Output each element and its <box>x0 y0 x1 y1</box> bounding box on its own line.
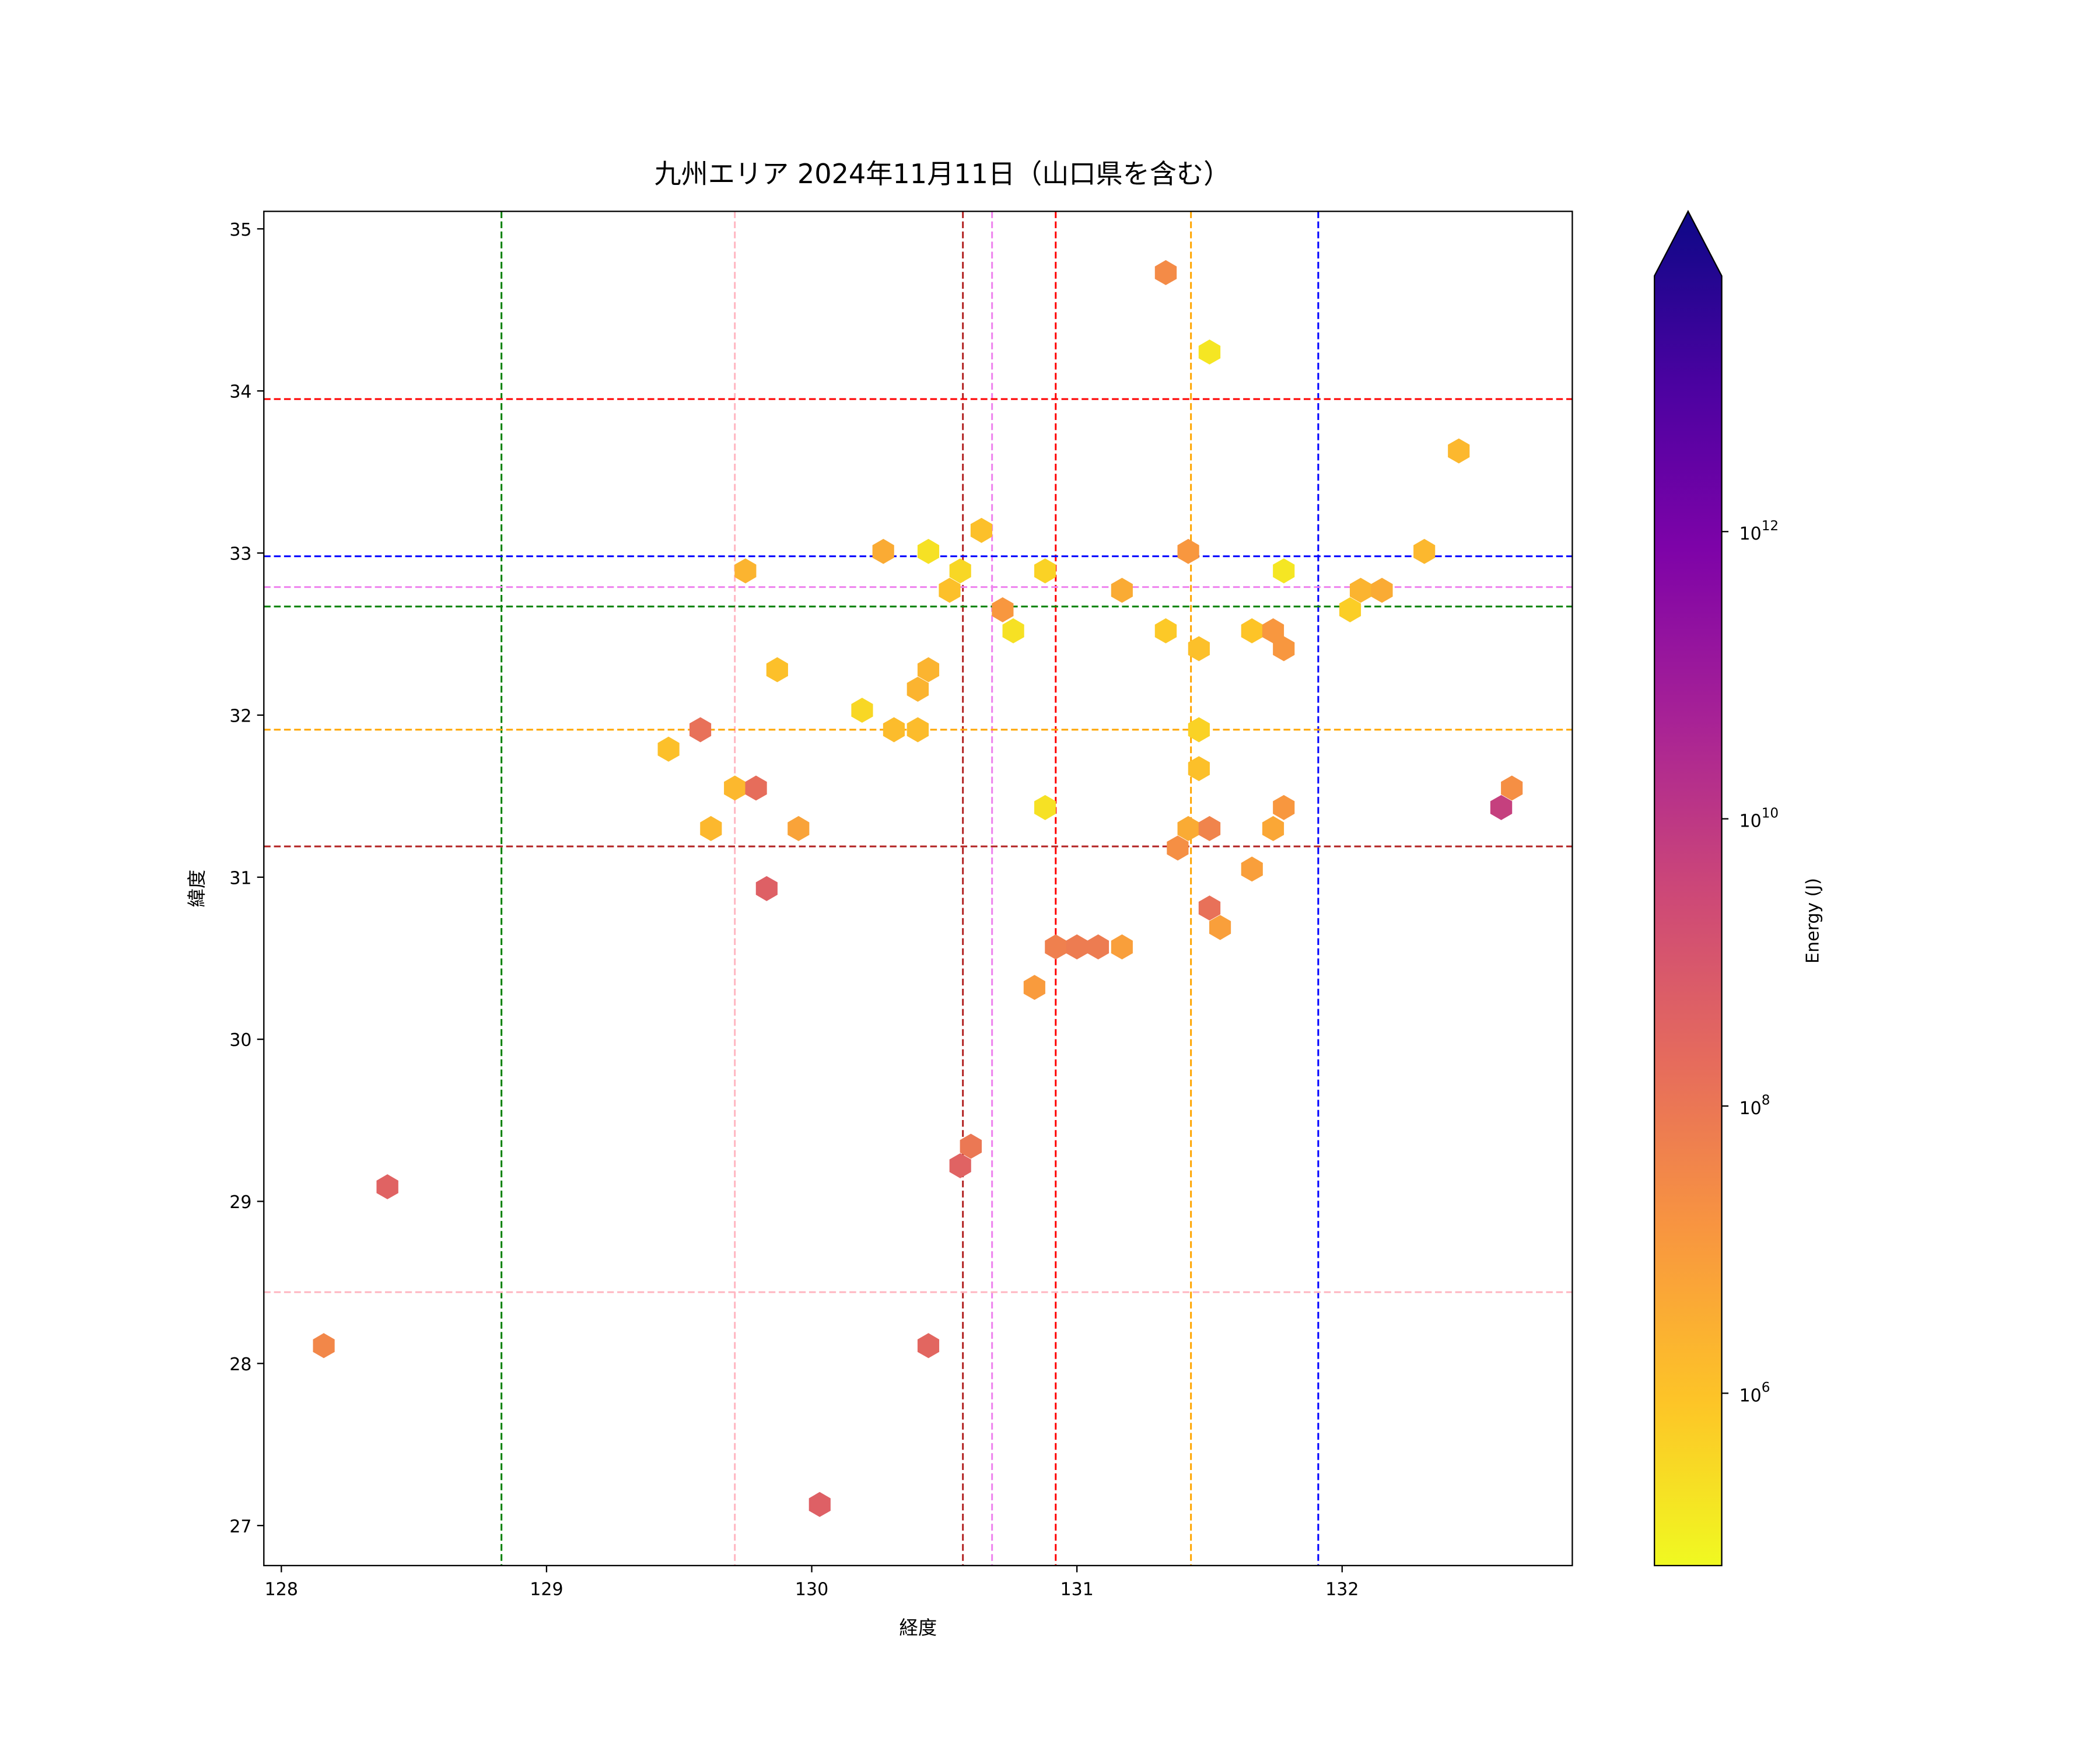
y-tick-label: 27 <box>229 1517 251 1537</box>
chart-title: 九州エリア 2024年11月11日（山口県を含む） <box>654 158 1230 190</box>
x-axis-label: 経度 <box>900 1617 937 1639</box>
hexbin-cell <box>1188 717 1210 743</box>
hexbin-cell <box>724 775 746 801</box>
y-tick-label: 30 <box>229 1030 251 1051</box>
hexbin-cell <box>907 677 929 702</box>
x-tick-label: 130 <box>795 1580 828 1600</box>
hexbin-cell <box>755 876 778 901</box>
hexbin-cell <box>1241 618 1263 643</box>
hexbin-cell <box>1066 934 1088 960</box>
hexbin-cell <box>851 698 873 723</box>
hexbin-cell <box>960 1133 982 1159</box>
hexbin-cell <box>949 1153 971 1178</box>
hexbin-cell <box>1349 578 1372 603</box>
hexbin-cell <box>1198 816 1221 841</box>
y-tick-label: 34 <box>229 382 251 402</box>
hexbin-cell <box>1371 578 1393 603</box>
x-tick-label: 128 <box>265 1580 298 1600</box>
hexbin-cell <box>1167 835 1189 861</box>
hexbin-cell <box>1002 618 1024 643</box>
x-axis: 128 129 130 131 132 <box>265 1565 1359 1600</box>
y-axis: 27 28 29 30 31 32 33 34 35 <box>229 220 264 1537</box>
hexbin-cell <box>1413 538 1436 564</box>
colorbar-tick-label: 106 <box>1740 1380 1770 1406</box>
hexbin-cell <box>1273 636 1295 662</box>
hexbin-cell <box>949 558 971 584</box>
x-tick-label: 131 <box>1060 1580 1094 1600</box>
hexbin-cell <box>1111 578 1133 603</box>
hexbin-cell <box>1448 438 1470 464</box>
y-axis-label: 緯度 <box>186 870 208 908</box>
hexbin-cell <box>1188 636 1210 662</box>
hexbin-cell <box>1339 597 1362 622</box>
hexbin-cell <box>1490 794 1513 820</box>
hexbin-cell <box>1111 934 1133 960</box>
hexbin-cell <box>1154 260 1177 285</box>
hexbin-cell <box>1188 756 1210 782</box>
hexbin-cell <box>1262 618 1284 643</box>
plot-frame <box>263 211 1573 1566</box>
hexbin-cell <box>917 657 940 682</box>
hexbin-cell <box>1045 934 1067 960</box>
hexbin-cell <box>883 717 905 743</box>
x-tick-label: 129 <box>530 1580 563 1600</box>
hexbin-cell <box>690 717 712 743</box>
hexbin-cell <box>939 578 961 603</box>
hexbin-cell <box>766 657 788 682</box>
colorbar-tick-label: 1012 <box>1740 519 1779 544</box>
hexbin-cell <box>745 775 767 801</box>
y-tick-label: 28 <box>229 1354 251 1375</box>
hexbin-cell <box>1034 558 1056 584</box>
hexbin-cell <box>1023 975 1045 1000</box>
hexbin-cell <box>1501 775 1523 801</box>
y-tick-label: 33 <box>229 544 251 565</box>
x-tick-label: 132 <box>1325 1580 1359 1600</box>
y-tick-label: 35 <box>229 220 251 240</box>
hexbin-cell <box>1177 538 1199 564</box>
hexbin-cell <box>917 1333 940 1359</box>
hexbin-cell <box>872 538 894 564</box>
hexbin-cell <box>1273 794 1295 820</box>
hexbin-cell <box>1198 895 1221 921</box>
hexbin-cell <box>313 1333 335 1359</box>
y-tick-label: 29 <box>229 1192 251 1213</box>
hexbin-cell <box>1241 856 1263 882</box>
hexbin-cell <box>1177 816 1199 841</box>
hexbin-cell <box>970 517 992 543</box>
hexbin-cell <box>1198 340 1221 365</box>
hexbin-cell <box>1209 915 1231 940</box>
hexbin-cell <box>992 597 1014 622</box>
colorbar: 106 108 1010 1012 Energy (J) <box>1653 209 1824 1566</box>
hexbin-cell <box>657 736 680 762</box>
y-tick-label: 31 <box>229 868 251 888</box>
hexbin-cell <box>1262 816 1284 841</box>
hexbin-cell <box>808 1492 831 1517</box>
colorbar-gradient <box>1653 209 1723 1566</box>
reference-lines <box>264 211 1573 1566</box>
hexbin-cell <box>907 717 929 743</box>
hexbin-cell <box>1273 558 1295 584</box>
colorbar-label: Energy (J) <box>1803 878 1824 964</box>
hexbin-cell <box>700 816 722 841</box>
colorbar-tick-label: 1010 <box>1740 806 1779 831</box>
hexbin-cell <box>734 558 757 584</box>
hexbin-cell <box>1034 794 1056 820</box>
y-tick-label: 32 <box>229 706 251 726</box>
colorbar-tick-label: 108 <box>1740 1093 1770 1119</box>
hexbin-cell <box>376 1174 398 1199</box>
hexbin-cell <box>1154 618 1177 643</box>
hexbin-cell <box>917 538 940 564</box>
hexbin-cell <box>1087 934 1110 960</box>
hexbin-points <box>313 260 1523 1517</box>
hexbin-cell <box>788 816 810 841</box>
